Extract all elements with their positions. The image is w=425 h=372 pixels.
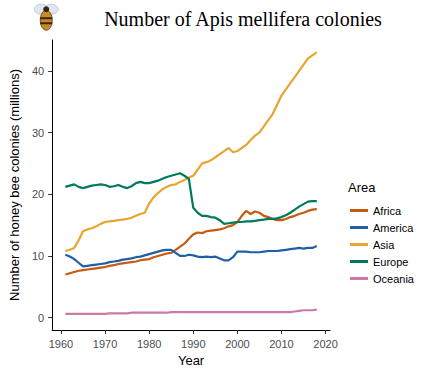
svg-text:2010: 2010 — [269, 338, 293, 350]
svg-text:Europe: Europe — [373, 256, 408, 268]
svg-text:Oceania: Oceania — [373, 273, 415, 285]
svg-text:40: 40 — [32, 65, 44, 77]
svg-text:1980: 1980 — [137, 338, 161, 350]
svg-text:Number of honey bee colonies (: Number of honey bee colonies (millions) — [7, 69, 22, 301]
svg-text:30: 30 — [32, 127, 44, 139]
svg-text:2000: 2000 — [225, 338, 249, 350]
svg-text:Africa: Africa — [373, 205, 402, 217]
svg-text:1960: 1960 — [49, 338, 73, 350]
svg-text:Area: Area — [348, 180, 376, 195]
svg-text:America: America — [373, 222, 414, 234]
svg-text:0: 0 — [38, 312, 44, 324]
svg-text:10: 10 — [32, 250, 44, 262]
svg-text:20: 20 — [32, 188, 44, 200]
svg-text:1970: 1970 — [93, 338, 117, 350]
svg-text:2020: 2020 — [313, 338, 337, 350]
svg-text:Asia: Asia — [373, 239, 395, 251]
svg-text:1990: 1990 — [181, 338, 205, 350]
svg-text:Year: Year — [178, 353, 205, 368]
svg-text:Number of Apis mellifera colon: Number of Apis mellifera colonies — [104, 8, 382, 31]
